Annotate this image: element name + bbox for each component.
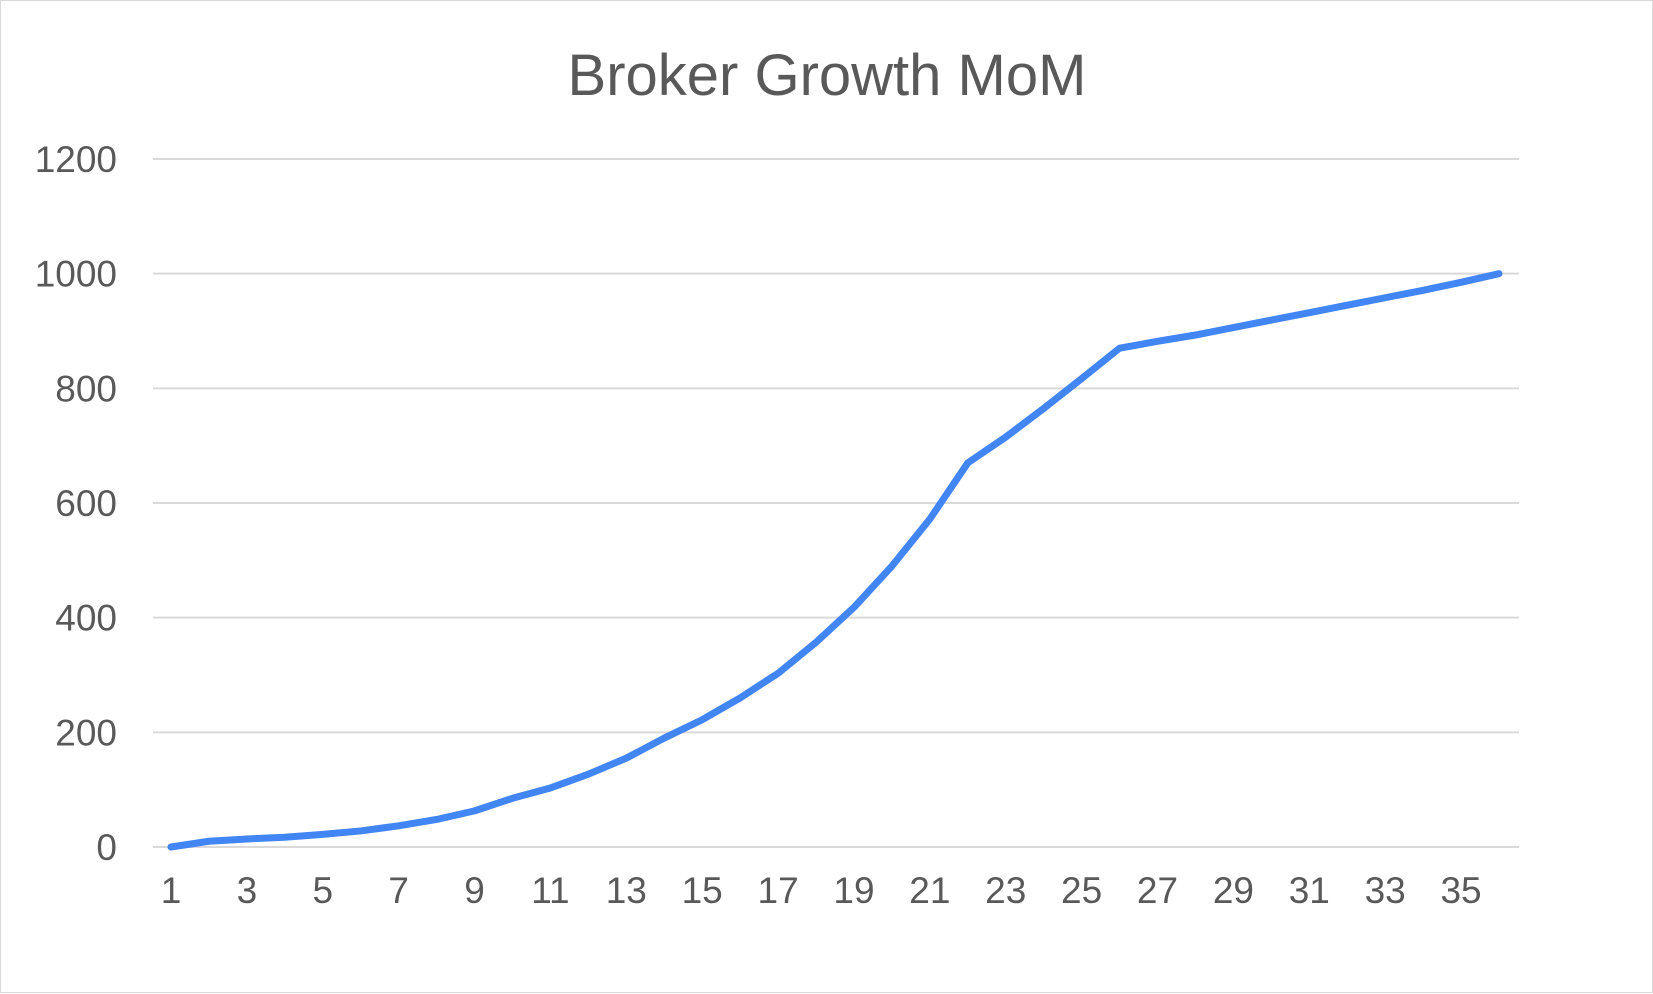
x-tick-label: 17 (758, 870, 799, 911)
y-tick-label: 200 (55, 712, 117, 753)
x-tick-label: 13 (606, 870, 647, 911)
x-tick-label: 1 (161, 870, 182, 911)
x-axis-ticks: 1 3 5 7 9 11 13 15 17 19 21 23 25 27 29 31 33 35 (161, 870, 1482, 911)
series-line-0 (167, 270, 1503, 851)
x-tick-label: 35 (1440, 870, 1481, 911)
gridlines (153, 158, 1519, 848)
y-tick-label: 1000 (35, 254, 117, 295)
x-tick-label: 15 (682, 870, 723, 911)
x-tick-label: 3 (237, 870, 258, 911)
y-tick-label: 0 (96, 827, 117, 868)
x-tick-label: 25 (1061, 870, 1102, 911)
x-tick-label: 21 (909, 870, 950, 911)
x-tick-label: 7 (388, 870, 409, 911)
y-tick-label: 800 (55, 368, 117, 409)
x-tick-label: 9 (464, 870, 485, 911)
y-tick-label: 400 (55, 598, 117, 639)
x-tick-label: 5 (312, 870, 333, 911)
series-layer (167, 270, 1503, 851)
chart-title: Broker Growth MoM (568, 43, 1087, 108)
y-tick-label: 600 (55, 483, 117, 524)
x-tick-label: 19 (833, 870, 874, 911)
y-axis-ticks: 0 200 400 600 800 1000 1200 (35, 139, 117, 868)
x-tick-label: 27 (1137, 870, 1178, 911)
x-tick-label: 33 (1365, 870, 1406, 911)
x-tick-label: 31 (1289, 870, 1330, 911)
x-tick-label: 23 (985, 870, 1026, 911)
x-tick-label: 11 (531, 870, 569, 911)
x-tick-label: 29 (1213, 870, 1254, 911)
y-tick-label: 1200 (35, 139, 117, 180)
